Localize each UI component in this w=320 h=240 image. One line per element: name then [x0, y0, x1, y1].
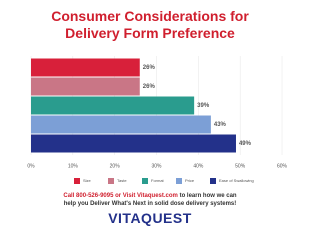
- footer: Call 800-526-9095 or Visit Vitaquest.com…: [60, 192, 240, 208]
- value-label: 26%: [143, 84, 156, 90]
- value-label: 26%: [143, 65, 156, 71]
- page: Consumer Considerations for Delivery For…: [27, 8, 288, 226]
- logo: VITAQUEST: [108, 210, 192, 226]
- legend-label: Size: [83, 178, 92, 183]
- bar: [31, 96, 195, 115]
- bar: [31, 77, 140, 96]
- x-tick-label: 10%: [68, 163, 79, 169]
- x-tick-label: 50%: [235, 163, 246, 169]
- x-tick-label: 60%: [277, 163, 288, 169]
- legend-label: Price: [185, 178, 195, 183]
- x-tick-label: 20%: [110, 163, 121, 169]
- value-label: 39%: [197, 103, 210, 109]
- chart-title: Consumer Considerations for Delivery For…: [51, 8, 249, 41]
- legend-swatch: [108, 178, 114, 184]
- x-tick-label: 0%: [27, 163, 35, 169]
- legend-label: Taste: [117, 178, 127, 183]
- value-label: 49%: [239, 141, 252, 147]
- bar: [31, 58, 140, 77]
- bar: [31, 115, 211, 134]
- legend-swatch: [142, 178, 148, 184]
- legend-label: Format: [151, 178, 165, 183]
- footer-text: to learn how we can help you Deliver Wha…: [63, 193, 237, 207]
- legend-label: Ease of Swallowing: [219, 178, 254, 183]
- value-label: 43%: [214, 122, 227, 128]
- bar: [31, 134, 236, 153]
- legend-swatch: [74, 178, 80, 184]
- x-tick-label: 30%: [151, 163, 162, 169]
- chart: 0% 10% 20% 30% 40% 50% 60% 26% 26% 39% 43% 49% Size T…: [27, 56, 288, 184]
- x-tick-label: 40%: [193, 163, 204, 169]
- legend-swatch: [176, 178, 182, 184]
- legend-swatch: [210, 178, 216, 184]
- footer-call: Call 800-526-9095 or Visit Vitaquest.com: [63, 193, 178, 199]
